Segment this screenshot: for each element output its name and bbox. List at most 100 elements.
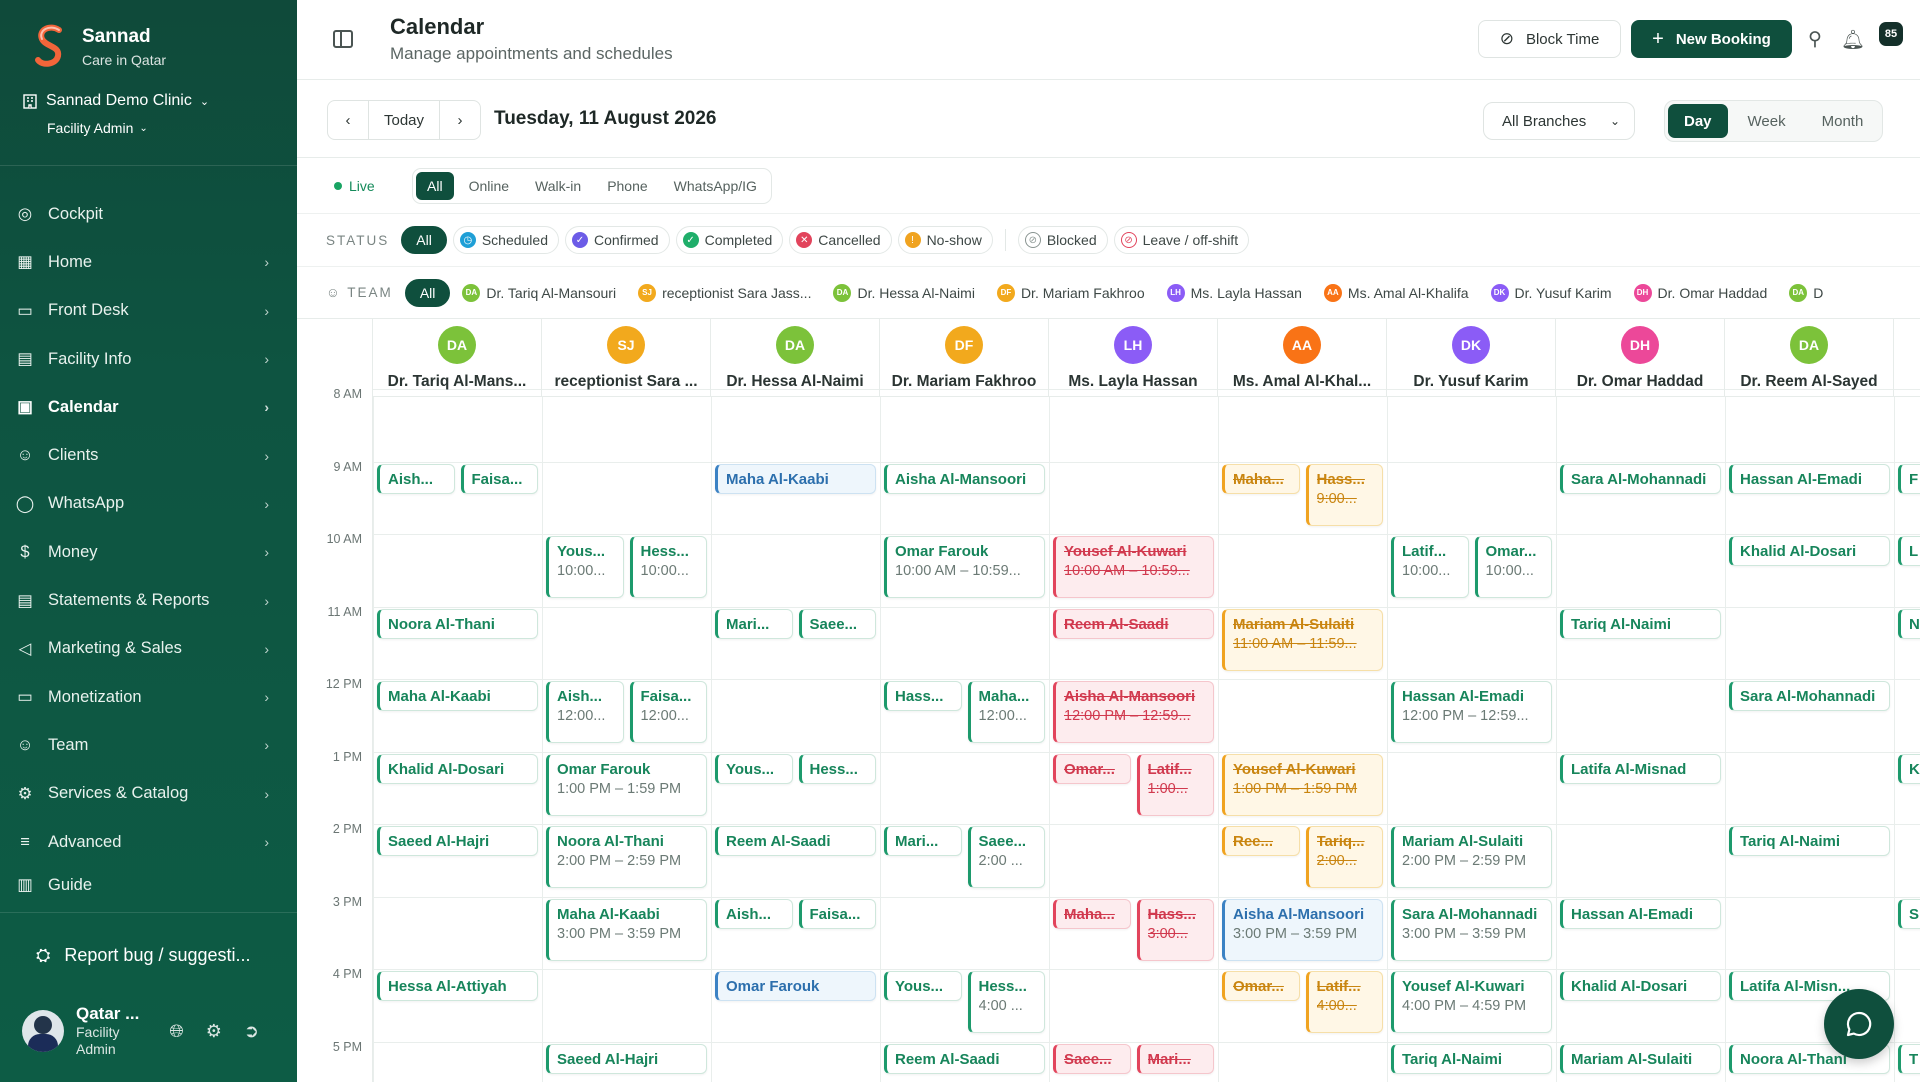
appointment-card[interactable]: Yousef Al-Kuwari 4:00 PM – 4:59 PM [1391, 971, 1552, 1033]
appointment-card[interactable]: Hassan Al-Emadi 12:00 PM – 12:59... [1391, 681, 1552, 743]
appointment-card[interactable]: Omar... [1222, 971, 1300, 1001]
appointment-card[interactable]: Aish... [377, 463, 455, 494]
appointment-card[interactable]: Latif... 10:00... [1391, 536, 1469, 598]
block-time-button[interactable]: ⊘ Block Time [1478, 20, 1621, 58]
appointment-card[interactable]: Tariq Al-Naimi [1560, 608, 1721, 639]
appointment-card[interactable]: Sara Al-Mohannadi [1560, 463, 1721, 494]
appointment-card[interactable]: Mari... [884, 826, 962, 856]
avatar[interactable] [22, 1010, 64, 1052]
appointment-card[interactable]: Aisha Al-Mansoori 3:00 PM – 3:59 PM [1222, 898, 1383, 961]
staff-column-header[interactable]: D [1894, 319, 1920, 397]
sidebar-item-services-catalog[interactable]: ⚙ Services & Catalog › [0, 770, 297, 818]
logout-icon[interactable]: ➲ [243, 1020, 259, 1041]
appointment-card[interactable]: Saee... [1053, 1043, 1131, 1074]
appointment-card[interactable]: Aisha Al-Mansoori 12:00 PM – 12:59... [1053, 681, 1214, 743]
status-chip-blocked[interactable]: ⊘ Blocked [1017, 226, 1108, 254]
appointment-card[interactable]: Yous... [715, 753, 793, 784]
staff-column-header[interactable]: DK Dr. Yusuf Karim [1387, 319, 1556, 397]
channel-all[interactable]: All [416, 172, 454, 200]
today-button[interactable]: Today [368, 101, 440, 139]
sidebar-item-money[interactable]: $ Money › [0, 528, 297, 576]
appointment-card[interactable]: Tariq... 2:00... [1305, 826, 1383, 888]
team-all-chip[interactable]: All [404, 278, 451, 307]
staff-column-header[interactable]: DF Dr. Mariam Fakhroo [880, 319, 1049, 397]
clinic-selector[interactable]: Sannad Demo Clinic ⌄ [22, 92, 209, 110]
appointment-card[interactable]: Omar Farouk 1:00 PM – 1:59 PM [546, 753, 707, 816]
chat-fab-button[interactable] [1824, 989, 1894, 1059]
appointment-card[interactable]: Hess... 10:00... [629, 536, 707, 598]
sidebar-item-whatsapp[interactable]: ◯ WhatsApp › [0, 480, 297, 528]
appointment-card[interactable]: Ree... [1222, 826, 1300, 856]
appointment-card[interactable]: Aish... [715, 898, 793, 929]
appointment-card[interactable]: N [1898, 608, 1920, 639]
appointment-card[interactable]: Yousef Al-Kuwari 10:00 AM – 10:59... [1053, 536, 1214, 598]
appointment-card[interactable]: Khalid Al-Dosari [377, 753, 538, 784]
sliders-icon[interactable]: ⚙︎ [205, 1020, 222, 1041]
appointment-card[interactable]: Hessa Al-Attiyah [377, 971, 538, 1001]
status-chip-confirmed[interactable]: ✓ Confirmed [565, 226, 670, 254]
status-chip-completed[interactable]: ✓ Completed [675, 226, 784, 254]
appointment-card[interactable]: Maha... 12:00... [967, 681, 1045, 743]
sidebar-item-home[interactable]: ▦ Home › [0, 238, 297, 286]
status-chip-leave-off-shift[interactable]: ⊘ Leave / off-shift [1113, 226, 1250, 254]
sidebar-item-front-desk[interactable]: ▭ Front Desk › [0, 287, 297, 335]
appointment-card[interactable]: Yous... 10:00... [546, 536, 624, 598]
channel-online[interactable]: Online [468, 178, 510, 194]
status-chip-cancelled[interactable]: ✕ Cancelled [789, 226, 892, 254]
appointment-card[interactable]: Faisa... 12:00... [629, 681, 707, 743]
appointment-card[interactable]: Saeed Al-Hajri [377, 826, 538, 856]
sidebar-item-calendar[interactable]: ▣ Calendar › [0, 383, 297, 431]
appointment-card[interactable]: Maha Al-Kaabi [377, 681, 538, 711]
appointment-card[interactable]: Tariq Al-Naimi [1729, 826, 1890, 856]
bell-icon[interactable]: 🔔︎ [1841, 30, 1866, 51]
appointment-card[interactable]: Noora Al-Thani 2:00 PM – 2:59 PM [546, 826, 707, 888]
appointment-card[interactable]: Faisa... [460, 463, 538, 494]
appointment-card[interactable]: Omar Farouk [715, 971, 876, 1001]
team-chip[interactable]: DK Dr. Yusuf Karim [1485, 279, 1622, 307]
appointment-card[interactable]: Mariam Al-Sulaiti 11:00 AM – 11:59... [1222, 608, 1383, 671]
appointment-card[interactable]: Noora Al-Thani [377, 608, 538, 639]
report-bug-button[interactable]: ⛭ Report bug / suggesti... [0, 912, 297, 966]
appointment-card[interactable]: Khalid Al-Dosari [1729, 536, 1890, 566]
new-booking-button[interactable]: + New Booking [1631, 20, 1792, 58]
channel-phone[interactable]: Phone [607, 178, 648, 194]
next-day-button[interactable]: › [440, 101, 480, 139]
globe-icon[interactable]: 🌐︎ [169, 1020, 184, 1041]
team-chip[interactable]: DH Dr. Omar Haddad [1628, 279, 1778, 307]
sidebar-item-cockpit[interactable]: ◎ Cockpit [0, 190, 297, 238]
appointment-card[interactable]: Maha... [1053, 898, 1131, 929]
appointment-card[interactable]: Yousef Al-Kuwari 1:00 PM – 1:59 PM [1222, 753, 1383, 816]
appointment-card[interactable]: Maha Al-Kaabi [715, 463, 876, 494]
appointment-card[interactable]: Tariq Al-Naimi [1391, 1043, 1552, 1074]
appointment-card[interactable]: Hassan Al-Emadi [1729, 463, 1890, 494]
staff-column-header[interactable]: LH Ms. Layla Hassan [1049, 319, 1218, 397]
appointment-card[interactable]: T [1898, 1043, 1920, 1074]
team-chip[interactable]: DA D [1783, 279, 1833, 307]
sidebar-item-clients[interactable]: ☺ Clients › [0, 431, 297, 479]
branch-select[interactable]: All Branches ⌄ [1483, 102, 1635, 140]
sidebar-item-guide[interactable]: ▥ Guide [0, 866, 297, 904]
appointment-card[interactable]: Mari... [715, 608, 793, 639]
appointment-card[interactable]: Hess... 4:00 ... [967, 971, 1045, 1033]
appointment-card[interactable]: Omar... 10:00... [1474, 536, 1552, 598]
appointment-card[interactable]: Hass... [884, 681, 962, 711]
status-chip-no-show[interactable]: ! No-show [897, 226, 993, 254]
appointment-card[interactable]: Mariam Al-Sulaiti [1560, 1043, 1721, 1074]
appointment-card[interactable]: Maha Al-Kaabi 3:00 PM – 3:59 PM [546, 898, 707, 961]
appointment-card[interactable]: Latifa Al-Misnad [1560, 753, 1721, 784]
appointment-card[interactable]: K [1898, 753, 1920, 784]
sidebar-item-marketing-sales[interactable]: ◁ Marketing & Sales › [0, 625, 297, 673]
sidebar-item-team[interactable]: ☺ Team › [0, 721, 297, 769]
appointment-card[interactable]: Saeed Al-Hajri [546, 1043, 707, 1074]
appointment-card[interactable]: Aisha Al-Mansoori [884, 463, 1045, 494]
notification-badge[interactable]: 85 [1879, 22, 1903, 46]
sidebar-item-advanced[interactable]: ≡ Advanced › [0, 818, 297, 866]
sidebar-item-monetization[interactable]: ▭ Monetization › [0, 673, 297, 721]
appointment-card[interactable]: Omar Farouk 10:00 AM – 10:59... [884, 536, 1045, 598]
appointment-card[interactable]: Saee... [798, 608, 876, 639]
staff-column-header[interactable]: DA Dr. Hessa Al-Naimi [711, 319, 880, 397]
appointment-card[interactable]: Sara Al-Mohannadi 3:00 PM – 3:59 PM [1391, 898, 1552, 961]
staff-column-header[interactable]: DA Dr. Reem Al-Sayed [1725, 319, 1894, 397]
appointment-card[interactable]: Reem Al-Saadi [884, 1043, 1045, 1074]
appointment-card[interactable]: Maha... [1222, 463, 1300, 494]
